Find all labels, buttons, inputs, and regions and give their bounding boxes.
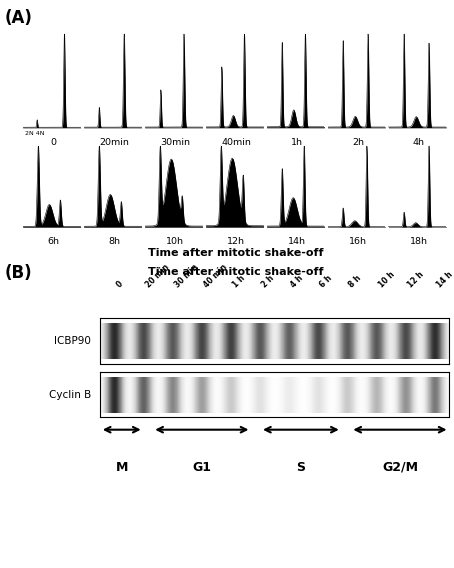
Text: 10 h: 10 h <box>377 270 396 290</box>
Text: Time after mitotic shake-off: Time after mitotic shake-off <box>148 267 324 277</box>
Text: 14 h: 14 h <box>435 270 454 290</box>
Text: 30min: 30min <box>160 138 190 147</box>
Text: 6 h: 6 h <box>318 274 334 290</box>
Text: Time after mitotic shake-off: Time after mitotic shake-off <box>148 248 324 258</box>
Text: 4 h: 4 h <box>289 274 305 290</box>
Text: 12 h: 12 h <box>406 270 425 290</box>
Text: 2h: 2h <box>352 138 364 147</box>
Text: 18h: 18h <box>410 237 428 247</box>
Text: (B): (B) <box>5 264 32 282</box>
Text: 12h: 12h <box>227 237 245 247</box>
Text: 16h: 16h <box>349 237 367 247</box>
Text: 2N 4N: 2N 4N <box>25 131 44 136</box>
Text: 8h: 8h <box>108 237 120 247</box>
Text: 40min: 40min <box>221 138 251 147</box>
Text: ICBP90: ICBP90 <box>54 336 91 346</box>
Text: M: M <box>115 461 128 474</box>
Text: Cyclin B: Cyclin B <box>49 390 91 400</box>
Text: S: S <box>296 461 306 474</box>
Text: G2/M: G2/M <box>382 461 418 474</box>
Text: 1 h: 1 h <box>231 274 247 290</box>
Text: (A): (A) <box>5 9 32 27</box>
Text: G1: G1 <box>192 461 212 474</box>
Text: 14h: 14h <box>288 237 306 247</box>
Text: 40 min: 40 min <box>202 263 229 290</box>
Text: 6h: 6h <box>47 237 59 247</box>
Text: 30 min: 30 min <box>173 263 200 290</box>
Text: 20 min: 20 min <box>143 263 171 290</box>
Text: 2 h: 2 h <box>260 274 276 290</box>
Text: 1h: 1h <box>291 138 303 147</box>
Text: 8 h: 8 h <box>347 274 363 290</box>
Text: 4h: 4h <box>413 138 425 147</box>
Text: 0: 0 <box>50 138 56 147</box>
Text: 20min: 20min <box>99 138 129 147</box>
Text: 10h: 10h <box>166 237 184 247</box>
Text: 0: 0 <box>114 279 124 290</box>
